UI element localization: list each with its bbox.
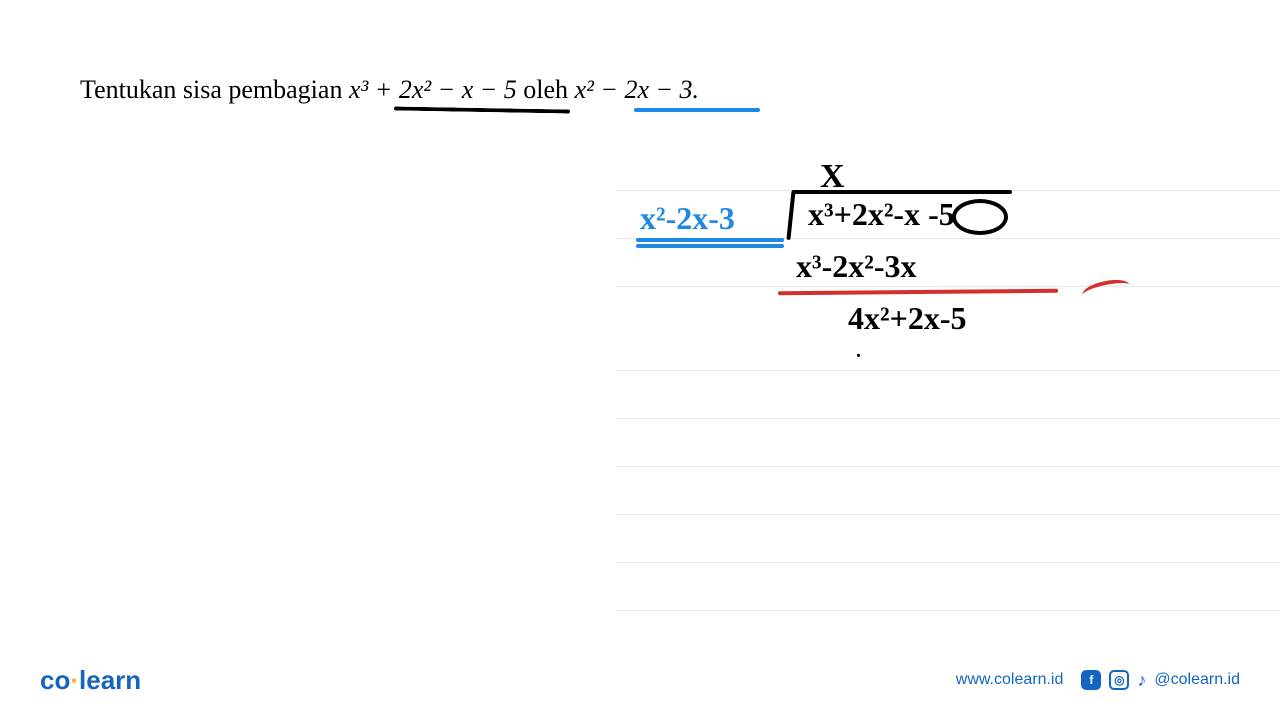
poly-divisor: x² − 2x − 3. <box>575 75 699 104</box>
rule-line <box>616 610 1280 611</box>
instagram-icon: ◎ <box>1109 670 1129 690</box>
subtract-mark <box>1081 276 1132 304</box>
rule-line <box>616 418 1280 419</box>
remainder-line: 4x²+2x-5 <box>848 300 966 337</box>
underline-dividend <box>394 106 570 113</box>
social-block: f ◎ ♪ @colearn.id <box>1081 670 1240 691</box>
footer-url: www.colearn.id <box>956 671 1064 689</box>
division-bar-top <box>792 190 1012 194</box>
rule-line <box>616 286 1280 287</box>
facebook-icon: f <box>1081 670 1101 690</box>
footer: co·learn www.colearn.id f ◎ ♪ @colearn.i… <box>0 660 1280 700</box>
logo-dot: · <box>70 665 79 695</box>
subtract-line <box>778 289 1058 295</box>
divisor-underline-1 <box>636 238 784 242</box>
footer-right: www.colearn.id f ◎ ♪ @colearn.id <box>956 670 1240 691</box>
logo-suffix: learn <box>79 665 141 695</box>
division-bar-vert <box>786 190 795 240</box>
step1-line: x³-2x²-3x <box>796 248 917 285</box>
problem-statement: Tentukan sisa pembagian x³ + 2x² − x − 5… <box>80 75 699 105</box>
divisor-underline-2 <box>636 244 784 248</box>
problem-middle: oleh <box>517 75 575 104</box>
rule-line <box>616 370 1280 371</box>
page: Tentukan sisa pembagian x³ + 2x² − x − 5… <box>0 0 1280 720</box>
problem-prefix: Tentukan sisa pembagian <box>80 75 349 104</box>
circle-minus-5 <box>952 199 1008 235</box>
social-handle: @colearn.id <box>1154 671 1240 689</box>
rule-line <box>616 562 1280 563</box>
rule-line <box>616 466 1280 467</box>
dot-mark: . <box>856 340 861 363</box>
poly-dividend: x³ + 2x² − x − 5 <box>349 75 517 104</box>
tiktok-icon: ♪ <box>1137 670 1146 691</box>
logo: co·learn <box>40 665 141 696</box>
logo-prefix: co <box>40 665 70 695</box>
handwritten-dividend: x³+2x²-x -5 <box>808 196 955 233</box>
underline-divisor <box>634 108 760 112</box>
rule-line <box>616 514 1280 515</box>
handwritten-divisor: x²-2x-3 <box>640 200 735 237</box>
